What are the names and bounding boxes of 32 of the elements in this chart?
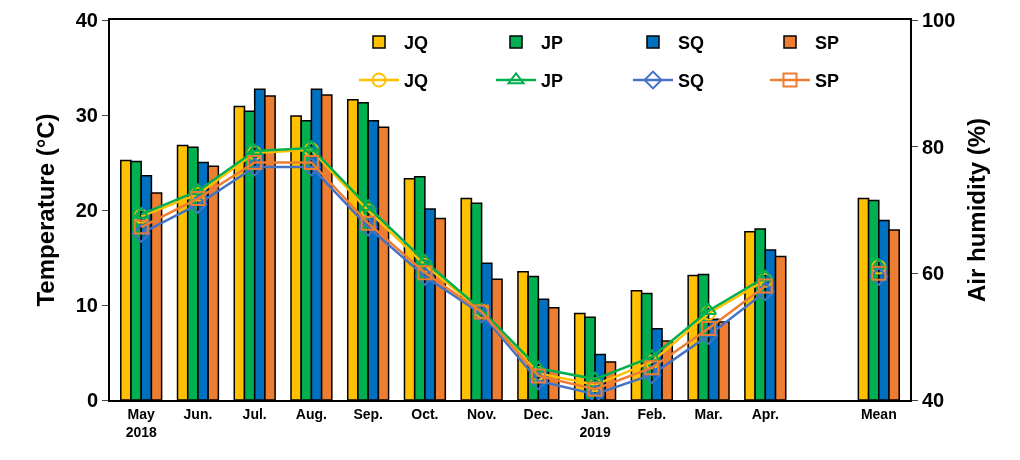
y-tick-label: 10 bbox=[75, 294, 98, 316]
x-tick-label: Oct. bbox=[411, 405, 439, 422]
x-tick-label: Nov. bbox=[466, 405, 497, 422]
y-axis-title: Temperature (°C) bbox=[32, 113, 60, 307]
x-tick-label: Jul. bbox=[242, 405, 267, 422]
x-tick-label: Dec. bbox=[523, 405, 554, 422]
x-tick-label: Sep. bbox=[353, 405, 383, 422]
y2-tick-label: 60 bbox=[922, 262, 945, 285]
x-tick-label: Mean bbox=[860, 405, 897, 422]
y2-tick-label: 100 bbox=[922, 9, 956, 31]
x-tick-label: May 2018 bbox=[125, 405, 157, 440]
y-tick-label: 0 bbox=[86, 389, 98, 411]
legend-label: SQ bbox=[678, 71, 705, 92]
x-tick-label: Apr. bbox=[751, 405, 779, 422]
legend-label: JQ bbox=[404, 33, 429, 54]
legend-label: SP bbox=[815, 71, 840, 92]
x-tick-label: Mar. bbox=[694, 405, 723, 422]
x-tick-label: Jan. 2019 bbox=[579, 405, 611, 440]
y2-axis-title: Air humidity (%) bbox=[963, 118, 991, 302]
y2-tick-label: 80 bbox=[922, 135, 945, 158]
y-tick-label: 40 bbox=[75, 9, 98, 31]
y2-tick-label: 40 bbox=[922, 389, 945, 411]
legend-label: JP bbox=[541, 33, 564, 54]
legend-label: JP bbox=[541, 71, 564, 92]
x-tick-label: Aug. bbox=[295, 405, 327, 422]
legend-label: JQ bbox=[404, 71, 429, 92]
x-tick-label: Feb. bbox=[637, 405, 667, 422]
legend-label: SP bbox=[815, 33, 840, 54]
y-tick-label: 30 bbox=[75, 104, 98, 126]
legend-label: SQ bbox=[678, 33, 705, 54]
y-tick-label: 20 bbox=[75, 199, 98, 221]
x-tick-label: Jun. bbox=[183, 405, 213, 422]
